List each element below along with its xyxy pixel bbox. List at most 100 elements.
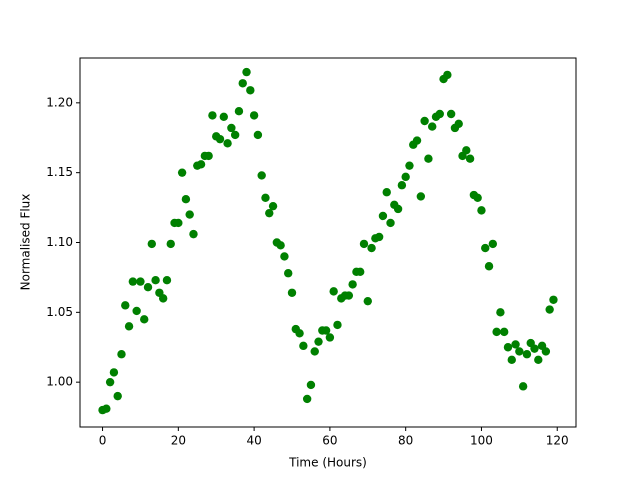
data-point — [363, 296, 372, 306]
data-point — [253, 130, 263, 140]
data-point — [462, 146, 471, 155]
data-point — [454, 119, 463, 128]
data-point — [196, 160, 206, 169]
data-point — [280, 252, 289, 261]
data-point — [102, 404, 111, 413]
data-point — [530, 344, 539, 353]
data-point — [488, 239, 498, 249]
data-point — [465, 154, 475, 163]
data-point — [295, 329, 304, 338]
data-point — [287, 288, 297, 297]
data-point — [473, 193, 482, 203]
data-point — [518, 382, 528, 391]
data-point — [484, 262, 494, 271]
data-point — [299, 341, 308, 351]
data-point — [185, 210, 194, 219]
data-point — [477, 206, 486, 215]
x-tick-label: 100 — [470, 434, 493, 448]
data-point — [230, 130, 240, 140]
data-point — [382, 188, 391, 197]
data-point — [416, 192, 426, 201]
data-point — [359, 239, 369, 249]
data-point — [132, 306, 141, 316]
data-point — [109, 368, 119, 377]
data-point — [261, 193, 270, 203]
data-point — [257, 171, 266, 180]
x-tick-label: 40 — [246, 434, 261, 448]
data-point — [284, 269, 293, 278]
data-point — [401, 172, 410, 182]
data-point — [147, 239, 157, 249]
data-point — [238, 79, 247, 88]
data-point — [223, 139, 232, 148]
data-point — [443, 70, 452, 80]
x-tick-label: 0 — [99, 434, 107, 448]
data-point — [386, 218, 395, 228]
data-point — [181, 195, 191, 204]
x-axis-label: Time (Hours) — [288, 456, 367, 470]
data-point — [314, 337, 323, 346]
data-point — [124, 322, 134, 331]
y-axis-label: Normalised Flux — [19, 194, 33, 291]
data-point — [113, 391, 122, 401]
data-point — [446, 109, 456, 119]
x-tick-label: 120 — [546, 434, 569, 448]
data-point — [325, 333, 335, 342]
data-point — [515, 347, 524, 356]
data-point — [549, 295, 558, 304]
data-point — [424, 154, 433, 163]
data-point — [356, 267, 365, 277]
data-point — [541, 347, 551, 356]
data-point — [499, 327, 509, 337]
data-point — [397, 181, 407, 190]
data-point — [435, 109, 444, 119]
data-point — [227, 123, 236, 133]
data-point — [507, 355, 516, 365]
data-point — [302, 394, 312, 404]
data-point — [511, 340, 520, 349]
x-tick-label: 20 — [171, 434, 186, 448]
data-point — [310, 347, 319, 356]
data-point — [492, 327, 501, 337]
data-point — [136, 277, 145, 286]
data-point — [268, 201, 278, 211]
data-point — [158, 294, 168, 303]
data-point — [189, 229, 198, 239]
y-tick-label: 1.15 — [46, 165, 73, 179]
data-point — [420, 116, 429, 126]
data-point — [143, 282, 153, 292]
data-point — [545, 305, 554, 314]
data-point — [265, 208, 274, 218]
data-point — [140, 315, 149, 324]
data-point — [378, 211, 388, 221]
data-point — [348, 280, 357, 289]
data-point — [344, 291, 354, 300]
data-point — [306, 380, 316, 390]
data-point — [496, 308, 505, 317]
data-point — [374, 232, 384, 242]
data-point — [534, 355, 543, 365]
y-tick-label: 1.00 — [46, 375, 73, 389]
data-point — [208, 111, 217, 120]
data-point — [393, 204, 403, 214]
data-point — [219, 112, 228, 121]
data-point — [246, 86, 255, 95]
data-point — [177, 168, 187, 177]
y-tick-label: 1.05 — [46, 305, 73, 319]
data-point — [128, 277, 138, 286]
data-point — [522, 350, 532, 359]
data-point — [412, 136, 422, 145]
data-point — [174, 218, 183, 228]
data-point — [481, 243, 490, 253]
data-point — [428, 122, 437, 131]
data-point — [105, 377, 115, 387]
data-point — [151, 276, 160, 285]
data-point — [234, 107, 244, 116]
data-point — [166, 239, 175, 249]
data-point — [121, 301, 130, 310]
data-point — [503, 343, 513, 352]
y-tick-label: 1.20 — [46, 95, 73, 109]
data-point — [162, 276, 172, 285]
data-point — [117, 350, 126, 359]
